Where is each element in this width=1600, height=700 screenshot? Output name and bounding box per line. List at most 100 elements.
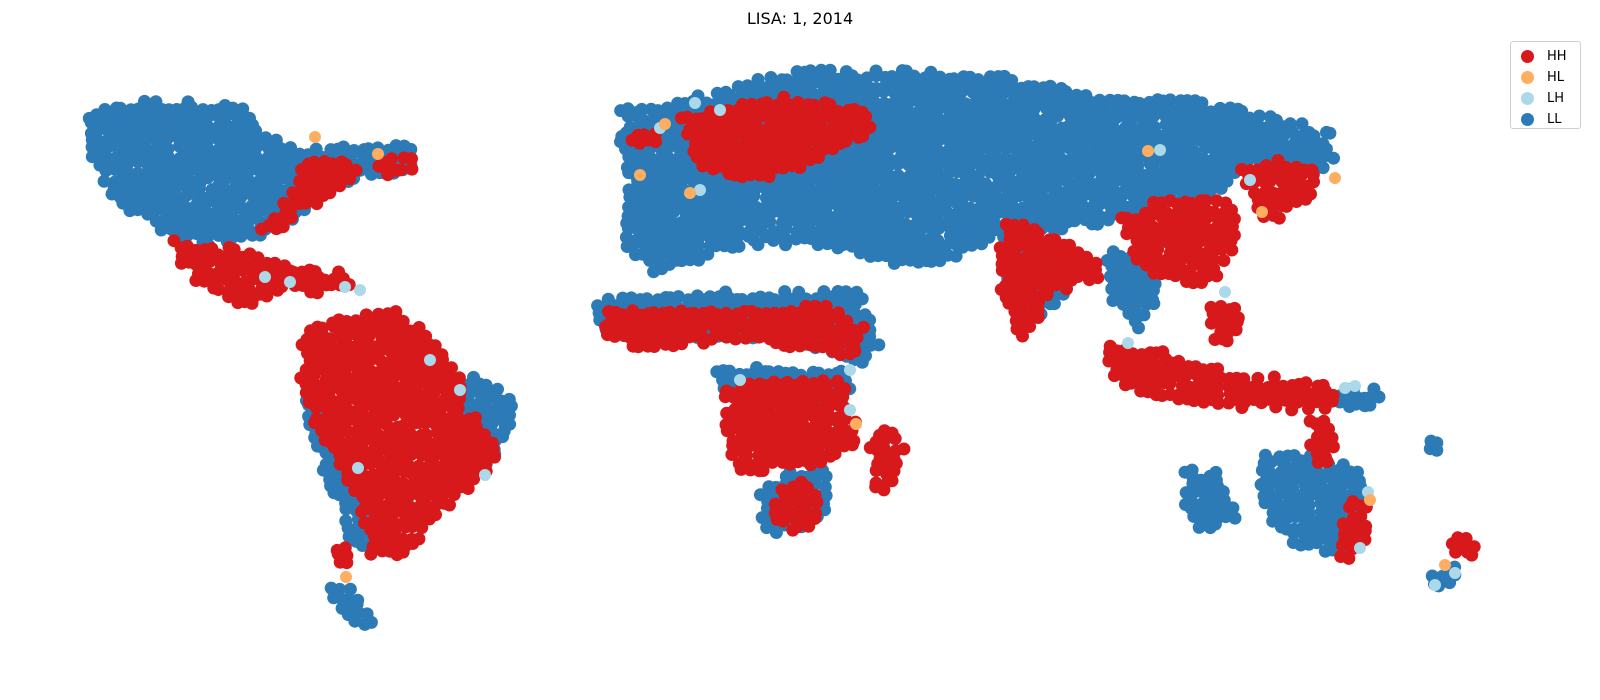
lh-point bbox=[1219, 286, 1231, 298]
ll-point bbox=[675, 216, 689, 229]
ll-point bbox=[202, 133, 215, 146]
hh-point bbox=[333, 179, 347, 193]
ll-point bbox=[1295, 117, 1309, 131]
hl-point bbox=[372, 148, 384, 160]
hh-point bbox=[211, 283, 225, 296]
hh-marker-icon bbox=[1521, 49, 1534, 63]
hh-point bbox=[756, 464, 770, 477]
ll-point bbox=[1147, 297, 1161, 311]
hh-point bbox=[380, 418, 394, 432]
ll-point bbox=[769, 526, 783, 539]
ll-point bbox=[113, 116, 127, 130]
hh-point bbox=[833, 348, 847, 362]
ll-point bbox=[250, 140, 263, 154]
hh-point bbox=[1318, 401, 1332, 415]
lh-point bbox=[1154, 144, 1166, 156]
hh-point bbox=[1225, 243, 1239, 257]
hh-point bbox=[1299, 192, 1313, 206]
ll-point bbox=[1321, 470, 1335, 484]
ll-point bbox=[1054, 158, 1067, 172]
hh-point bbox=[752, 330, 766, 344]
ll-point bbox=[114, 101, 127, 115]
hh-point bbox=[1091, 271, 1105, 285]
ll-point bbox=[259, 179, 273, 193]
hh-point bbox=[332, 330, 346, 344]
hh-point bbox=[1229, 323, 1243, 337]
hh-point bbox=[1220, 315, 1234, 329]
hh-point bbox=[877, 483, 891, 497]
ll-point bbox=[1323, 126, 1337, 140]
hh-point bbox=[724, 422, 738, 436]
lh-point bbox=[844, 404, 856, 416]
ll-point bbox=[853, 246, 867, 260]
hh-point bbox=[782, 495, 796, 509]
hh-point bbox=[1263, 175, 1277, 189]
ll-point bbox=[965, 238, 979, 252]
ll-point bbox=[1292, 133, 1306, 147]
ll-point bbox=[723, 364, 736, 378]
hh-point bbox=[333, 457, 347, 471]
ll-point bbox=[691, 238, 705, 252]
hh-point bbox=[435, 400, 449, 414]
ll-point bbox=[1372, 390, 1386, 404]
ll-point bbox=[1327, 151, 1340, 165]
ll-point bbox=[667, 205, 681, 219]
ll-point bbox=[1285, 142, 1299, 155]
hh-point bbox=[774, 399, 787, 412]
hh-point bbox=[1335, 539, 1349, 552]
ll-point bbox=[915, 222, 929, 236]
hl-point bbox=[1329, 172, 1341, 184]
ll-point bbox=[1114, 250, 1127, 263]
ll-point bbox=[820, 237, 834, 251]
ll-point bbox=[901, 173, 915, 187]
ll-point bbox=[1265, 455, 1278, 469]
hh-point bbox=[856, 129, 870, 143]
hh-point bbox=[1307, 175, 1320, 189]
hh-point bbox=[759, 321, 773, 335]
lh-point bbox=[1354, 542, 1366, 554]
ll-point bbox=[1443, 576, 1457, 590]
legend-label: HL bbox=[1547, 69, 1565, 85]
hh-point bbox=[1200, 211, 1214, 224]
lh-point bbox=[844, 364, 856, 376]
ll-point bbox=[949, 249, 963, 263]
hh-point bbox=[1215, 242, 1229, 256]
ll-point bbox=[161, 131, 175, 144]
hh-point bbox=[396, 545, 410, 559]
hh-point bbox=[406, 537, 420, 550]
hh-point bbox=[389, 522, 403, 535]
hh-point bbox=[364, 547, 378, 561]
hh-point bbox=[310, 286, 324, 300]
hh-point bbox=[743, 168, 757, 182]
hh-point bbox=[776, 514, 790, 528]
hl-point bbox=[309, 131, 321, 143]
lh-point bbox=[1349, 380, 1361, 392]
hh-point bbox=[695, 135, 709, 149]
legend-item-hh: HH bbox=[1521, 46, 1567, 66]
hh-point bbox=[461, 482, 475, 495]
ll-point bbox=[98, 148, 111, 162]
hh-point bbox=[363, 457, 377, 471]
hh-point bbox=[765, 455, 779, 469]
hh-point bbox=[299, 196, 313, 210]
hh-point bbox=[857, 320, 870, 334]
hh-point bbox=[443, 498, 456, 512]
hh-point bbox=[1267, 370, 1281, 384]
ll-point bbox=[339, 502, 353, 516]
hh-point bbox=[1449, 545, 1463, 559]
hh-point bbox=[608, 329, 622, 343]
hh-point bbox=[309, 400, 323, 414]
hl-point bbox=[1364, 494, 1376, 506]
ll-point bbox=[676, 238, 690, 252]
hh-point bbox=[804, 458, 818, 472]
ll-point bbox=[1147, 109, 1161, 123]
hh-point bbox=[405, 152, 418, 166]
ll-point bbox=[1068, 214, 1081, 228]
hl-point bbox=[1256, 206, 1268, 218]
hh-point bbox=[728, 142, 742, 156]
ll-point bbox=[933, 254, 947, 268]
hh-point bbox=[647, 340, 661, 353]
ll-point bbox=[763, 215, 777, 229]
ll-point bbox=[234, 229, 248, 243]
hh-point bbox=[697, 336, 711, 350]
